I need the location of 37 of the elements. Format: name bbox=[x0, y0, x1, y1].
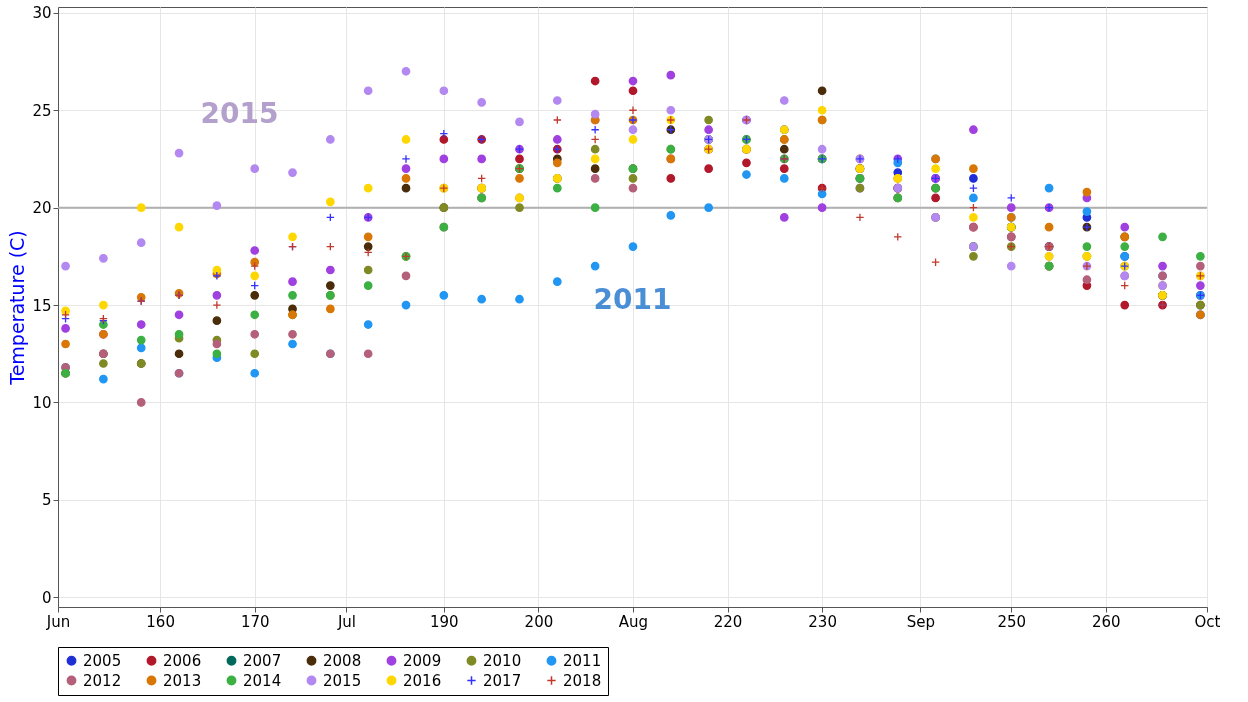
legend-label: 2010 bbox=[483, 651, 522, 670]
legend-label: 2008 bbox=[323, 651, 362, 670]
legend-label: 2017 bbox=[483, 671, 522, 690]
y-axis-title: Temperature (C) bbox=[6, 230, 29, 386]
y-tick-label: 0 bbox=[41, 588, 52, 607]
legend-label: 2013 bbox=[163, 671, 202, 690]
x-tick-label: 200 bbox=[524, 612, 554, 631]
x-tick-label: Jun bbox=[45, 612, 71, 631]
legend-label: 2009 bbox=[403, 651, 442, 670]
legend-label: 2011 bbox=[563, 651, 602, 670]
x-tick-label: 230 bbox=[808, 612, 837, 631]
legend-label: 2005 bbox=[83, 651, 122, 670]
y-tick-label: 25 bbox=[32, 101, 52, 120]
annotation: 2015 bbox=[200, 97, 279, 130]
legend-label: 2016 bbox=[403, 671, 442, 690]
x-tick-label: 250 bbox=[997, 612, 1027, 631]
x-tick-label: 220 bbox=[713, 612, 743, 631]
legend-label: 2015 bbox=[323, 671, 362, 690]
x-tick-label: 170 bbox=[240, 612, 270, 631]
y-tick-label: 10 bbox=[32, 393, 52, 412]
legend-label: 2014 bbox=[243, 671, 282, 690]
x-tick-label: 160 bbox=[146, 612, 175, 631]
legend-label: 2007 bbox=[243, 651, 282, 670]
y-tick-label: 30 bbox=[32, 4, 52, 23]
x-tick-label: Jul bbox=[336, 612, 356, 631]
legend-label: 2018 bbox=[563, 671, 602, 690]
x-tick-label: Oct bbox=[1194, 612, 1221, 631]
x-tick-label: 190 bbox=[430, 612, 459, 631]
x-tick-label: Sep bbox=[906, 612, 936, 631]
legend-label: 2012 bbox=[83, 671, 122, 690]
x-tick-label: 260 bbox=[1091, 612, 1121, 631]
annotation: 2011 bbox=[593, 283, 672, 316]
y-tick-label: 20 bbox=[32, 199, 52, 218]
x-tick-label: Aug bbox=[618, 612, 649, 631]
y-tick-label: 15 bbox=[32, 296, 52, 315]
legend-label: 2006 bbox=[163, 651, 202, 670]
y-tick-label: 5 bbox=[41, 491, 52, 510]
